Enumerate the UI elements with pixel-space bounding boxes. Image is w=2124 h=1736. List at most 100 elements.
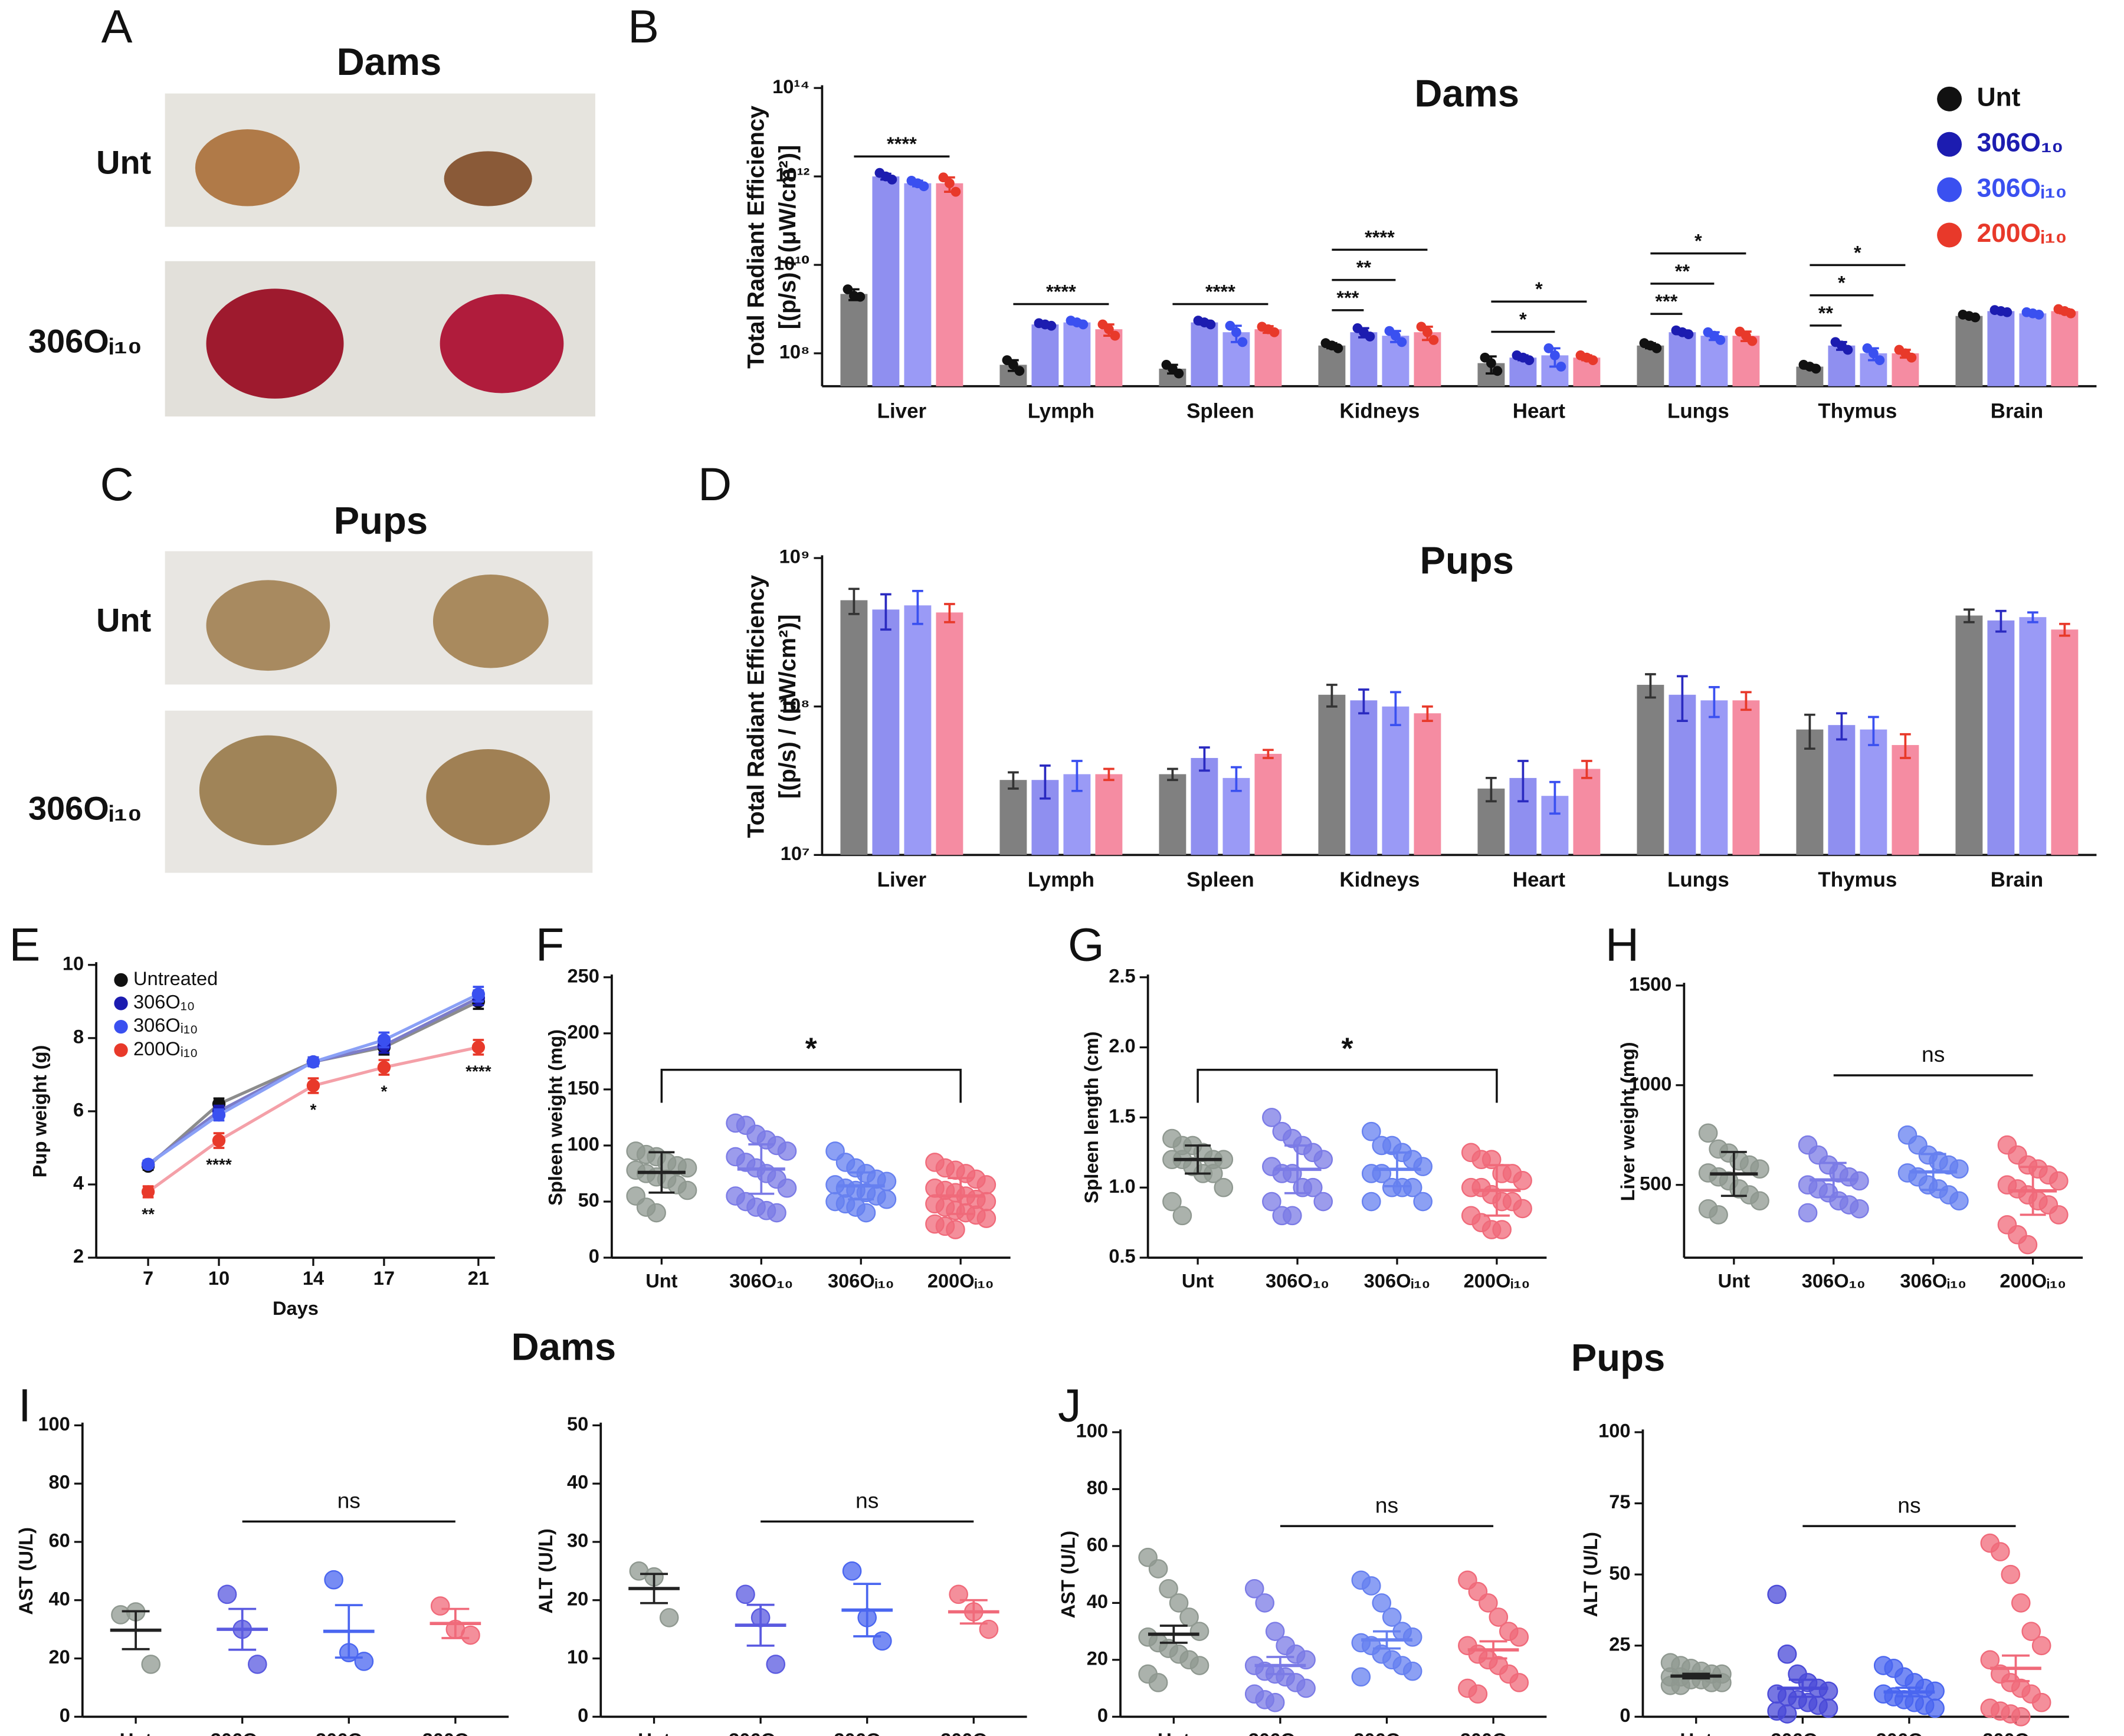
y-tick-label: 10¹² xyxy=(775,164,809,186)
y-tick-label: 80 xyxy=(1087,1476,1108,1498)
y-tick-label: 0 xyxy=(1620,1704,1630,1726)
data-point xyxy=(873,1631,892,1651)
error-bar xyxy=(1720,1151,1747,1197)
data-point xyxy=(1104,324,1114,334)
data-point xyxy=(430,1596,450,1616)
significance-label: ** xyxy=(1818,302,1834,324)
y-axis-label: AST (U/L) xyxy=(15,1527,37,1615)
error-bar xyxy=(640,1573,668,1604)
error-bar xyxy=(746,1603,775,1647)
error-bar xyxy=(1422,705,1433,722)
panel-letter: B xyxy=(628,0,659,52)
error-bar xyxy=(1836,712,1847,741)
data-point xyxy=(1255,1593,1274,1613)
y-tick-label: 80 xyxy=(49,1471,70,1493)
data-point xyxy=(1110,330,1120,341)
significance-label: **** xyxy=(206,1156,232,1174)
bar xyxy=(2019,617,2047,855)
data-point xyxy=(2049,1205,2069,1225)
error-bar xyxy=(1900,733,1911,759)
error-bar xyxy=(2059,622,2070,637)
error-bar xyxy=(1384,1151,1410,1187)
x-tick-label: 306O₁₀ xyxy=(1266,1270,1329,1292)
y-tick-label: 2.5 xyxy=(1109,964,1135,986)
data-point xyxy=(471,1041,486,1054)
legend-label: Unt xyxy=(1977,83,2021,111)
significance-line xyxy=(1197,1068,1498,1103)
error-bar xyxy=(122,1610,150,1650)
y-tick-label: 50 xyxy=(1609,1562,1630,1584)
data-point xyxy=(1492,366,1503,376)
significance-label: * xyxy=(381,1082,387,1101)
bar xyxy=(1414,713,1441,855)
bar xyxy=(840,600,868,855)
legend-label: 306O₁₀ xyxy=(133,991,195,1013)
data-point xyxy=(1413,1192,1433,1212)
y-tick-label: 40 xyxy=(567,1471,588,1493)
data-point xyxy=(1262,1108,1281,1127)
bar xyxy=(936,612,963,855)
error-bar xyxy=(1895,1686,1923,1698)
y-axis-label: Liver weight (mg) xyxy=(1617,1042,1638,1201)
error-bar xyxy=(848,588,860,615)
error-bar xyxy=(2027,611,2038,623)
x-tick-label: 306O₁₀ xyxy=(1771,1729,1834,1736)
organ xyxy=(444,151,532,206)
bar xyxy=(1095,774,1123,855)
error-bar xyxy=(1740,691,1752,711)
data-point xyxy=(1869,348,1879,359)
data-point xyxy=(2011,1593,2031,1613)
error-bar xyxy=(1390,691,1401,727)
data-point xyxy=(945,178,955,189)
data-point xyxy=(856,1203,876,1223)
significance-label: * xyxy=(1838,272,1846,294)
data-point xyxy=(1382,1607,1402,1627)
x-tick-label: 21 xyxy=(468,1267,489,1289)
data-point xyxy=(1843,344,1853,355)
data-point xyxy=(1750,1191,1769,1211)
y-tick-label: 2 xyxy=(73,1245,84,1267)
error-bar xyxy=(1486,777,1497,803)
x-tick-label: 306O₁₀ xyxy=(729,1270,793,1292)
organ xyxy=(440,294,564,393)
error-bar xyxy=(441,1607,470,1639)
y-tick-label: 1.5 xyxy=(1109,1105,1135,1127)
error-bar xyxy=(1103,767,1115,782)
data-point xyxy=(855,291,866,302)
data-point xyxy=(1818,1698,1838,1718)
data-point xyxy=(1205,319,1216,330)
y-tick-label: 6 xyxy=(73,1099,84,1121)
data-point xyxy=(1189,1656,1210,1675)
panel-letter: I xyxy=(18,1379,31,1431)
data-point xyxy=(767,1203,786,1223)
data-point xyxy=(1008,360,1018,370)
data-point xyxy=(1712,1673,1732,1692)
significance-label: **** xyxy=(1205,280,1235,302)
bar xyxy=(1191,322,1218,386)
y-tick-label: 10⁷ xyxy=(781,842,810,864)
bar xyxy=(1573,769,1601,855)
y-tick-label: 10 xyxy=(63,952,84,974)
chart-title: Dams xyxy=(1414,71,1519,114)
x-tick-label: Heart xyxy=(1513,868,1566,891)
error-bar xyxy=(648,1151,675,1194)
y-tick-label: 250 xyxy=(568,964,599,986)
bar xyxy=(840,294,868,386)
legend-marker xyxy=(1937,86,1962,111)
data-point xyxy=(1282,1206,1302,1226)
bar xyxy=(1955,316,1983,386)
error-bar xyxy=(1549,780,1561,815)
error-bar xyxy=(1677,675,1688,722)
data-point xyxy=(1397,337,1407,347)
data-point xyxy=(2066,308,2076,319)
error-bar xyxy=(1231,766,1242,792)
significance-label: * xyxy=(1694,230,1702,252)
data-point xyxy=(949,1584,968,1604)
row-label: 306Oᵢ₁₀ xyxy=(28,790,142,827)
x-tick-label: Spleen xyxy=(1186,399,1254,422)
data-point xyxy=(248,1655,267,1674)
bar xyxy=(1637,684,1664,855)
y-tick-label: 10⁹ xyxy=(779,546,810,567)
x-tick-label: Thymus xyxy=(1818,399,1897,422)
data-point xyxy=(887,175,897,185)
